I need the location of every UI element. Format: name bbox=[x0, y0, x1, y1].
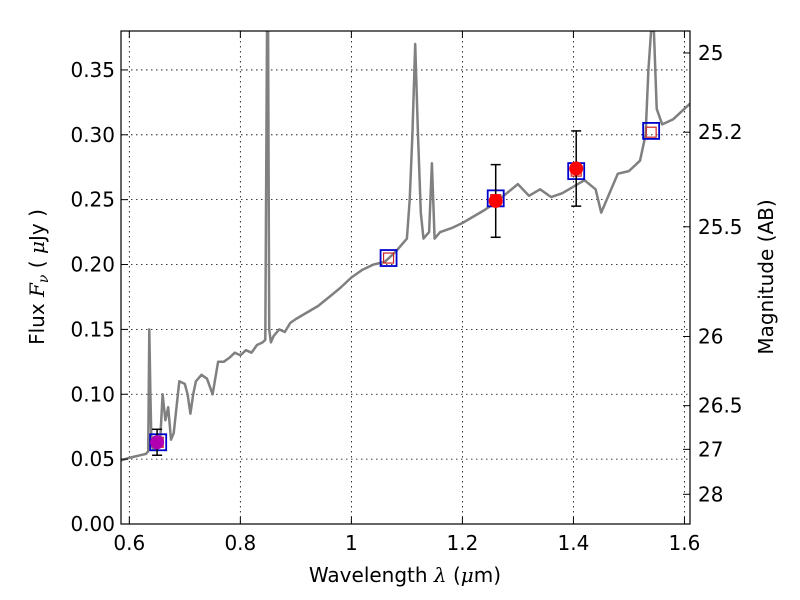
y-tick-label: 0.20 bbox=[70, 253, 115, 277]
magnitude-tick-label: 25.2 bbox=[698, 120, 743, 144]
y-tick-label: 0.35 bbox=[70, 58, 115, 82]
y-tick-label: 0.30 bbox=[70, 123, 115, 147]
magnitude-tick-label: 25.5 bbox=[698, 215, 743, 239]
x-axis-label: Wavelength λ (μm) bbox=[309, 563, 501, 587]
y-tick-label: 0.00 bbox=[70, 512, 115, 536]
magnitude-tick-label: 26 bbox=[698, 324, 723, 348]
y-tick-label: 0.05 bbox=[70, 447, 115, 471]
magnitude-tick-label: 26.5 bbox=[698, 394, 743, 418]
spectrum-layer bbox=[121, 31, 690, 462]
photometry-markers bbox=[149, 121, 661, 456]
x-tick-label: 1.6 bbox=[669, 531, 701, 555]
model-photometry-square bbox=[642, 121, 661, 140]
magnitude-tick-label: 25 bbox=[698, 41, 723, 65]
x-tick-label: 1.2 bbox=[446, 531, 478, 555]
axis-ticks: 0.6 0.8 1 1.2 1.4 1.6 0.00 0.05 0.10 0.15 0.20 0.25… bbox=[70, 31, 743, 555]
grid-lines bbox=[121, 31, 690, 524]
magnitude-axis-label: Magnitude (AB) bbox=[754, 199, 778, 354]
magnitude-tick-label: 28 bbox=[698, 482, 723, 506]
y-tick-label: 0.10 bbox=[70, 382, 115, 406]
magnitude-tick-label: 27 bbox=[698, 437, 723, 461]
observed-flux-point bbox=[488, 193, 503, 208]
y-tick-label: 0.15 bbox=[70, 317, 115, 341]
x-tick-label: 0.8 bbox=[224, 531, 256, 555]
model-photometry-inner-square bbox=[382, 252, 395, 264]
y-tick-label: 0.25 bbox=[70, 188, 115, 212]
model-photometry-square bbox=[379, 249, 398, 267]
y-axis-label: Flux Fν ( μJy ) bbox=[25, 209, 52, 345]
plot-frame bbox=[120, 30, 691, 525]
observed-flux-point bbox=[569, 161, 584, 176]
spectrum-line bbox=[121, 31, 690, 462]
x-tick-label: 1.4 bbox=[558, 531, 590, 555]
observed-flux-point bbox=[150, 435, 165, 450]
x-tick-label: 1 bbox=[345, 531, 358, 555]
x-tick-label: 0.6 bbox=[113, 531, 145, 555]
model-photometry-inner-square bbox=[645, 126, 657, 138]
